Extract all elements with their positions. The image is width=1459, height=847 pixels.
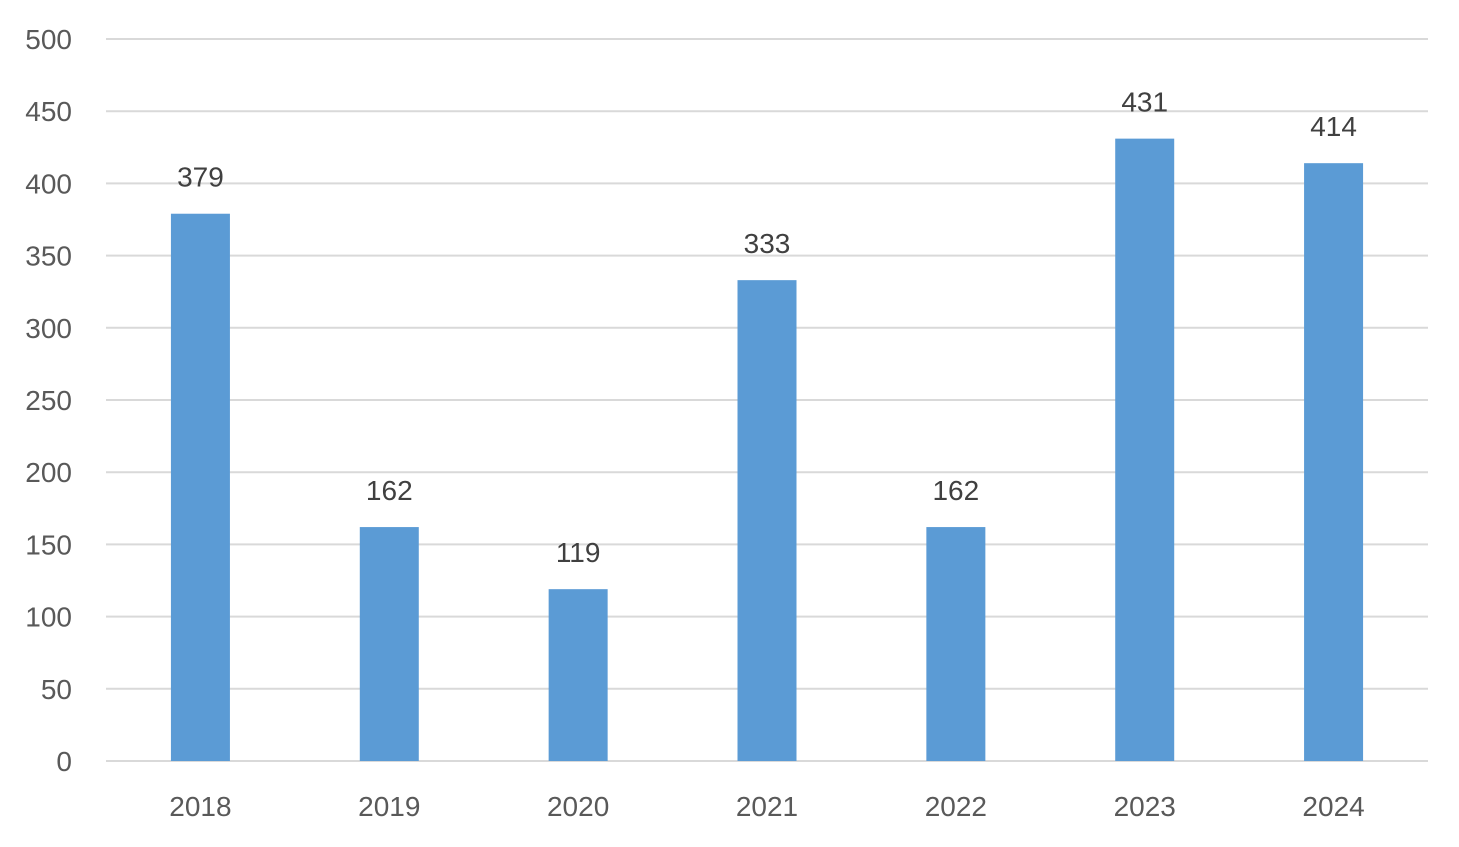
x-tick-label-2021: 2021 (736, 791, 798, 822)
bar-2020 (548, 589, 608, 761)
data-label-2024: 414 (1310, 111, 1357, 142)
bars (170, 138, 1364, 762)
y-axis-tick-labels: 0 50 100 150 200 250 300 350 400 450 500 (25, 24, 72, 777)
bar-2019 (359, 527, 419, 761)
bar-2021 (737, 280, 797, 761)
y-tick-label: 250 (25, 385, 72, 416)
y-tick-label: 450 (25, 96, 72, 127)
data-label-2020: 119 (556, 537, 601, 568)
data-labels: 379 162 119 333 162 431 414 (177, 87, 1357, 569)
x-tick-label-2020: 2020 (547, 791, 609, 822)
y-tick-label: 500 (25, 24, 72, 55)
x-tick-label-2022: 2022 (925, 791, 987, 822)
x-tick-label-2024: 2024 (1302, 791, 1364, 822)
y-tick-label: 50 (41, 674, 72, 705)
y-tick-label: 150 (25, 529, 72, 560)
x-tick-label-2019: 2019 (358, 791, 420, 822)
data-label-2021: 333 (744, 228, 791, 259)
y-tick-label: 200 (25, 457, 72, 488)
x-tick-label-2023: 2023 (1114, 791, 1176, 822)
y-tick-label: 350 (25, 241, 72, 272)
y-tick-label: 100 (25, 602, 72, 633)
data-label-2022: 162 (932, 475, 979, 506)
data-label-2023: 431 (1121, 87, 1168, 118)
bar-2023 (1115, 138, 1175, 762)
data-label-2019: 162 (366, 475, 413, 506)
bar-2022 (926, 527, 986, 761)
y-tick-label: 400 (25, 168, 72, 199)
x-tick-label-2018: 2018 (169, 791, 231, 822)
y-tick-label: 300 (25, 313, 72, 344)
bar-2024 (1304, 163, 1364, 761)
data-label-2018: 379 (177, 162, 224, 193)
x-axis-tick-labels: 2018 2019 2020 2021 2022 2023 2024 (169, 791, 1364, 822)
bar-2018 (170, 213, 230, 761)
y-tick-label: 0 (56, 746, 72, 777)
